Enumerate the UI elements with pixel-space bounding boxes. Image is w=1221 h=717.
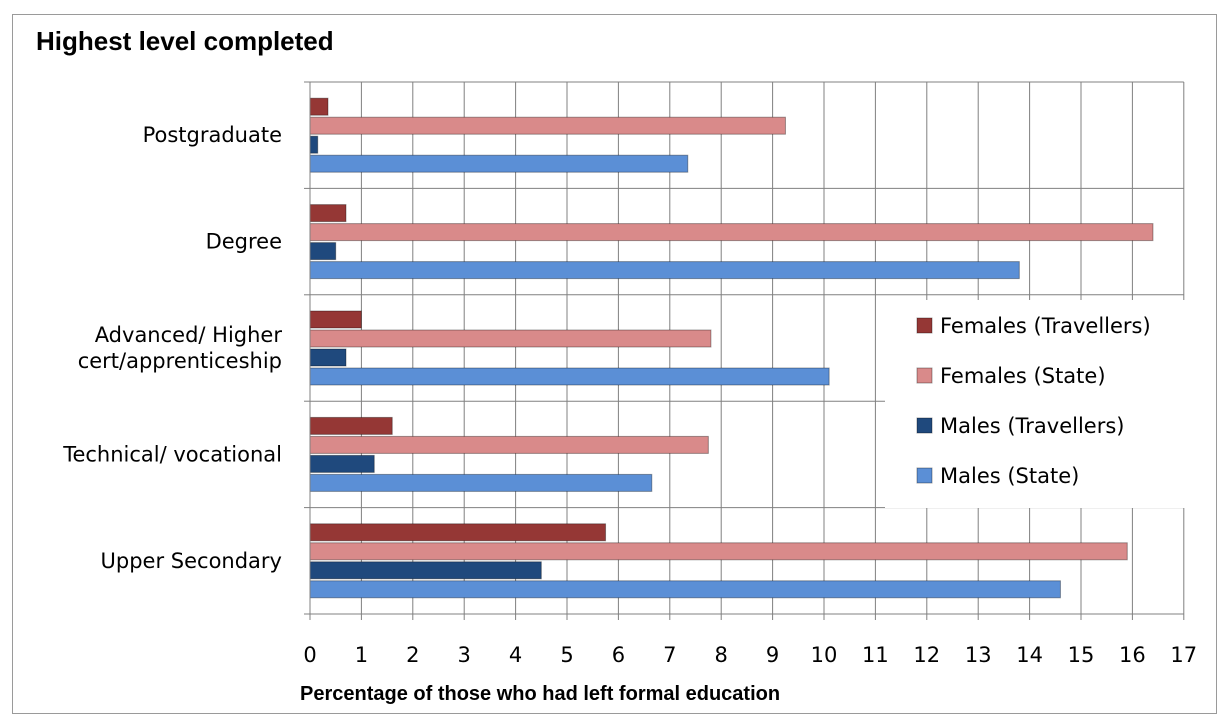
- legend-label: Females (State): [940, 364, 1106, 388]
- bar-females-travellers--4: [309, 523, 607, 542]
- bar-females-travellers--0: [309, 97, 329, 116]
- bar-females-travellers--3: [309, 416, 393, 435]
- x-tick-label: 13: [965, 643, 992, 667]
- category-label: Degree: [206, 230, 282, 254]
- bar-males-travellers--3: [309, 454, 375, 473]
- category-label: cert/apprenticeship: [78, 349, 282, 373]
- legend-swatch: [916, 367, 933, 384]
- bar-females-state--0: [309, 116, 786, 135]
- legend-label: Females (Travellers): [940, 314, 1151, 338]
- bar-males-travellers--1: [309, 242, 337, 261]
- legend-swatch: [916, 317, 933, 334]
- bar-females-travellers--2: [309, 310, 362, 329]
- bar-males-travellers--0: [309, 135, 319, 154]
- category-label: Upper Secondary: [101, 549, 282, 573]
- x-tick-label: 11: [862, 643, 889, 667]
- x-tick-label: 17: [1170, 643, 1197, 667]
- bar-females-state--1: [309, 223, 1154, 242]
- legend-box: [885, 300, 1185, 508]
- x-tick-label: 14: [1016, 643, 1043, 667]
- bar-females-state--4: [309, 542, 1128, 561]
- x-tick-label: 7: [663, 643, 676, 667]
- bar-males-state--4: [309, 580, 1061, 599]
- bar-females-travellers--1: [309, 204, 347, 223]
- bar-males-state--1: [309, 261, 1020, 280]
- bar-females-state--3: [309, 435, 709, 454]
- x-tick-label: 3: [458, 643, 471, 667]
- x-tick-label: 15: [1068, 643, 1095, 667]
- bars: [309, 97, 1154, 599]
- x-tick-label: 16: [1119, 643, 1146, 667]
- bar-males-travellers--2: [309, 348, 347, 367]
- bar-males-state--0: [309, 154, 689, 173]
- x-tick-label: 2: [406, 643, 419, 667]
- legend-label: Males (State): [940, 464, 1079, 488]
- x-tick-label: 0: [303, 643, 316, 667]
- bar-males-state--2: [309, 367, 830, 386]
- bar-males-travellers--4: [309, 561, 542, 580]
- legend-label: Males (Travellers): [940, 414, 1125, 438]
- x-tick-label: 6: [612, 643, 625, 667]
- legend-swatch: [916, 417, 933, 434]
- x-tick-label: 8: [715, 643, 728, 667]
- x-axis-label: Percentage of those who had left formal …: [300, 683, 780, 705]
- category-label: Technical/ vocational: [62, 442, 282, 466]
- x-tick-label: 9: [766, 643, 779, 667]
- legend: Females (Travellers) Females (State) Males…: [885, 300, 1185, 508]
- x-tick-label: 4: [509, 643, 522, 667]
- x-tick-label: 12: [913, 643, 940, 667]
- axes: 0 1 2 3 4 5 6 7 8 9 10 11 12 13 14 15 16 17: [303, 81, 1197, 667]
- chart-title: Highest level completed: [36, 26, 334, 56]
- bar-males-state--3: [309, 473, 653, 492]
- x-tick-label: 5: [560, 643, 573, 667]
- category-label: Advanced/ Higher: [95, 323, 283, 347]
- category-label: Postgraduate: [143, 123, 282, 147]
- legend-swatch: [916, 467, 933, 484]
- category-labels: Postgraduate Degree Advanced/ Highercert/a…: [62, 123, 282, 573]
- x-tick-label: 10: [811, 643, 838, 667]
- x-tick-label: 1: [355, 643, 368, 667]
- bar-females-state--2: [309, 329, 712, 348]
